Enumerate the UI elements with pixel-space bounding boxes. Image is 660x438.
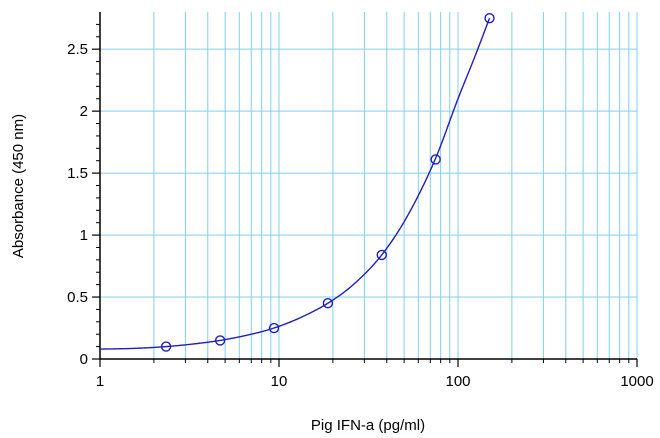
x-axis-title: Pig IFN-a (pg/ml) xyxy=(311,417,425,434)
x-tick-label: 1000 xyxy=(620,373,653,390)
data-point xyxy=(484,12,495,24)
data-point xyxy=(376,249,387,261)
y-tick-label: 1 xyxy=(80,227,88,244)
axes xyxy=(99,12,637,360)
y-axis-title: Absorbance (450 nm) xyxy=(10,114,27,258)
x-tick-label: 10 xyxy=(271,373,288,390)
x-tick-label: 100 xyxy=(445,373,470,390)
tick-labels: 1 10 100 1000 0 0.5 1 1.5 2 2.5 xyxy=(67,41,654,390)
y-tick-label: 2.5 xyxy=(67,41,88,58)
data-points xyxy=(160,12,495,352)
data-point xyxy=(268,322,280,334)
x-tick-label: 1 xyxy=(96,373,104,390)
y-tick-label: 0 xyxy=(80,351,88,368)
grid-lines xyxy=(100,12,638,359)
y-tick-label: 1.5 xyxy=(67,165,88,182)
data-point xyxy=(214,335,226,346)
data-point xyxy=(430,154,441,165)
data-point xyxy=(160,341,172,352)
fit-curve xyxy=(99,17,491,350)
y-tick-label: 2 xyxy=(80,103,88,120)
y-tick-label: 0.5 xyxy=(67,289,88,306)
tick-marks xyxy=(92,23,638,367)
data-point xyxy=(322,298,334,309)
